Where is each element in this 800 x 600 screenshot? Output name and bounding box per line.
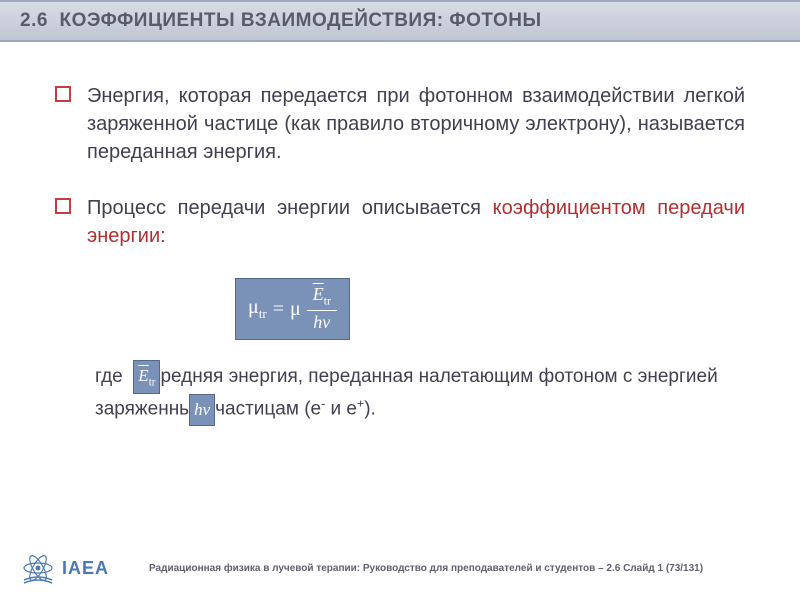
hnu-symbol: hν xyxy=(313,312,330,332)
where-mid2: частицам (e xyxy=(215,399,321,420)
tr-subscript: tr xyxy=(149,377,156,389)
fraction: Etr hν xyxy=(307,285,337,333)
bullet-text-before: Процесс передачи энергии описывается xyxy=(87,197,493,219)
where-end: ). xyxy=(364,399,376,420)
mu-symbol: μ xyxy=(290,298,301,321)
slide-footer: IAEA Радиационная физика в лучевой терап… xyxy=(0,550,800,586)
where-clause: где Etrредняя энергия, переданная налета… xyxy=(55,360,745,425)
equation-container: μtr = μ Etr hν xyxy=(55,278,745,340)
inline-ebar-box: Etr xyxy=(133,360,160,394)
bullet-item: Процесс передачи энергии описывается коэ… xyxy=(55,194,745,250)
slide-header: 2.6 КОЭФФИЦИЕНТЫ ВЗАИМОДЕЙСТВИЯ: ФОТОНЫ xyxy=(0,0,800,42)
bullet-text-2: Процесс передачи энергии описывается коэ… xyxy=(87,194,745,250)
e-bar-symbol: E xyxy=(313,284,324,304)
slide-content: Энергия, которая передается при фотонном… xyxy=(0,42,800,426)
eq-lhs: μtr xyxy=(248,296,267,322)
tr-subscript: tr xyxy=(324,295,331,308)
square-bullet-icon xyxy=(55,198,71,214)
iaea-text: IAEA xyxy=(62,558,109,579)
tr-subscript: tr xyxy=(259,306,267,321)
e-bar-symbol: E xyxy=(138,366,148,385)
header-title: 2.6 КОЭФФИЦИЕНТЫ ВЗАИМОДЕЙСТВИЯ: ФОТОНЫ xyxy=(20,10,780,32)
equation-box: μtr = μ Etr hν xyxy=(235,278,350,340)
iaea-logo: IAEA xyxy=(20,550,109,586)
inline-hnu-box: hν xyxy=(189,394,215,425)
section-number: 2.6 xyxy=(20,10,48,31)
title-text: КОЭФФИЦИЕНТЫ ВЗАИМОДЕЙСТВИЯ: ФОТОНЫ xyxy=(59,10,541,31)
footer-citation: Радиационная физика в лучевой терапии: Р… xyxy=(149,563,703,574)
fraction-denominator: hν xyxy=(307,311,336,333)
bullet-text-1: Энергия, которая передается при фотонном… xyxy=(87,82,745,166)
fraction-numerator: Etr xyxy=(307,285,337,311)
where-pre: где xyxy=(95,366,128,387)
mu-symbol: μ xyxy=(248,296,259,318)
equation: μtr = μ Etr hν xyxy=(248,285,337,333)
iaea-atom-icon xyxy=(20,550,56,586)
bullet-item: Энергия, которая передается при фотонном… xyxy=(55,82,745,166)
equals-sign: = xyxy=(273,298,284,321)
where-mid3: и e xyxy=(325,399,357,420)
square-bullet-icon xyxy=(55,86,71,102)
